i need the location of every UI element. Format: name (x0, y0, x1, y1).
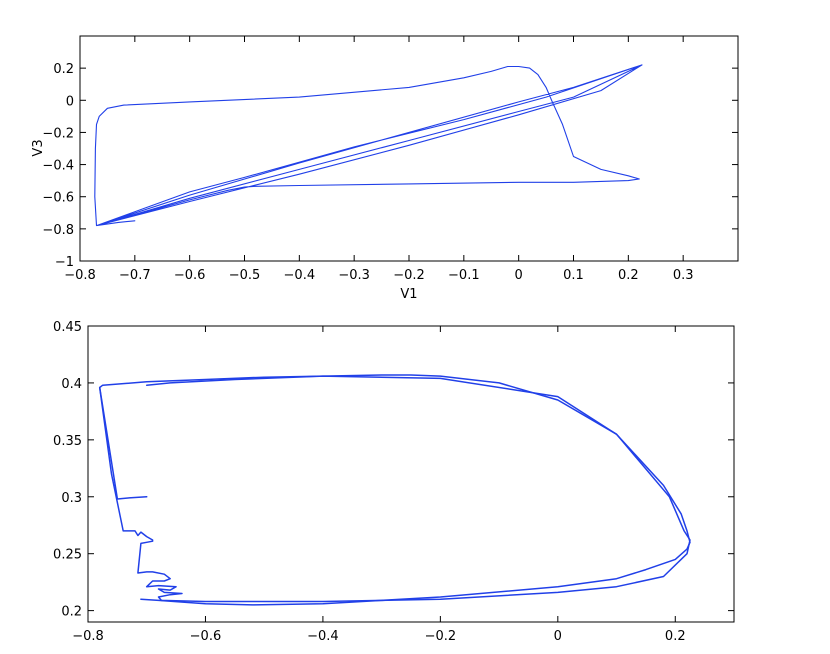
top-plot-y-tick-label: 0.2 (53, 62, 74, 77)
top-plot-series-line-1 (94, 64, 643, 227)
top-plot-x-tick-label: −0.5 (229, 268, 261, 283)
top-plot: −0.8 −0.7 −0.6 −0.5 −0.4 −0.3 −0.2 −0.1 0 0.1 0.2 0… (31, 35, 739, 302)
bottom-plot-y-tick-label: 0.45 (53, 320, 82, 335)
top-plot-x-tick-label: 0.1 (563, 268, 584, 283)
bottom-plot-series-line-2 (98, 375, 691, 603)
bottom-plot-x-tick-label: 0.2 (665, 629, 686, 644)
bottom-plot-x-tick-label: −0.2 (425, 629, 457, 644)
top-plot-ticks (79, 36, 738, 262)
bottom-plot-y-tick-label: 0.2 (61, 605, 82, 620)
top-plot-y-tick-label: −1 (55, 255, 74, 270)
top-plot-y-tick-label: −0.2 (42, 126, 74, 141)
top-plot-y-tick-label: −0.4 (42, 159, 74, 174)
top-plot-x-tick-label: 0 (515, 268, 523, 283)
top-plot-x-tick-label: −0.3 (338, 268, 370, 283)
bottom-plot-y-tick-label: 0.25 (53, 548, 82, 563)
bottom-plot-y-tick-label: 0.3 (61, 491, 82, 506)
top-plot-x-tick-label: −0.2 (393, 268, 425, 283)
bottom-plot-y-tick-label: 0.4 (61, 377, 82, 392)
bottom-plot-series-line-1 (98, 374, 691, 606)
top-plot-x-tick-label: −0.1 (448, 268, 480, 283)
top-plot-x-tick-label: −0.4 (284, 268, 316, 283)
bottom-plot: −0.8 −0.6 −0.4 −0.2 0 0.2 0.20.250.30.350.40.… (53, 320, 735, 644)
top-plot-x-tick-labels: −0.8 −0.7 −0.6 −0.5 −0.4 −0.3 −0.2 −0.1 0 0.1 0.2 0… (64, 268, 693, 283)
top-plot-axes-box (79, 35, 739, 262)
bottom-plot-y-tick-label: 0.35 (53, 434, 82, 449)
top-plot-series (94, 64, 643, 227)
bottom-plot-x-tick-labels: −0.8 −0.6 −0.4 −0.2 0 0.2 (72, 629, 685, 644)
bottom-plot-y-tick-labels: 0.2 0.25 0.3 0.35 0.4 0.45 (53, 320, 82, 620)
top-plot-y-axis-label: V3 (31, 139, 46, 156)
top-plot-y-tick-label: 0 (66, 94, 74, 109)
bottom-plot-x-tick-label: 0 (554, 629, 562, 644)
bottom-plot-axes-box (87, 325, 735, 623)
bottom-plot-ticks (87, 325, 734, 622)
top-plot-x-tick-label: −0.8 (64, 268, 96, 283)
top-plot-x-tick-label: 0.3 (673, 268, 694, 283)
top-plot-x-tick-label: −0.6 (174, 268, 206, 283)
bottom-plot-x-tick-label: −0.4 (307, 629, 339, 644)
top-plot-y-tick-label: −0.6 (42, 191, 74, 206)
top-plot-x-axis-label: V1 (400, 287, 417, 302)
bottom-plot-x-tick-label: −0.6 (190, 629, 222, 644)
top-plot-x-tick-label: 0.2 (618, 268, 639, 283)
bottom-plot-series (98, 374, 691, 606)
bottom-plot-x-tick-label: −0.8 (72, 629, 104, 644)
top-plot-y-tick-labels: −1 −0.8 −0.6 −0.4 −0.2 0 0.2 (42, 62, 74, 270)
top-plot-y-tick-label: −0.8 (42, 223, 74, 238)
top-plot-x-tick-label: −0.7 (119, 268, 151, 283)
